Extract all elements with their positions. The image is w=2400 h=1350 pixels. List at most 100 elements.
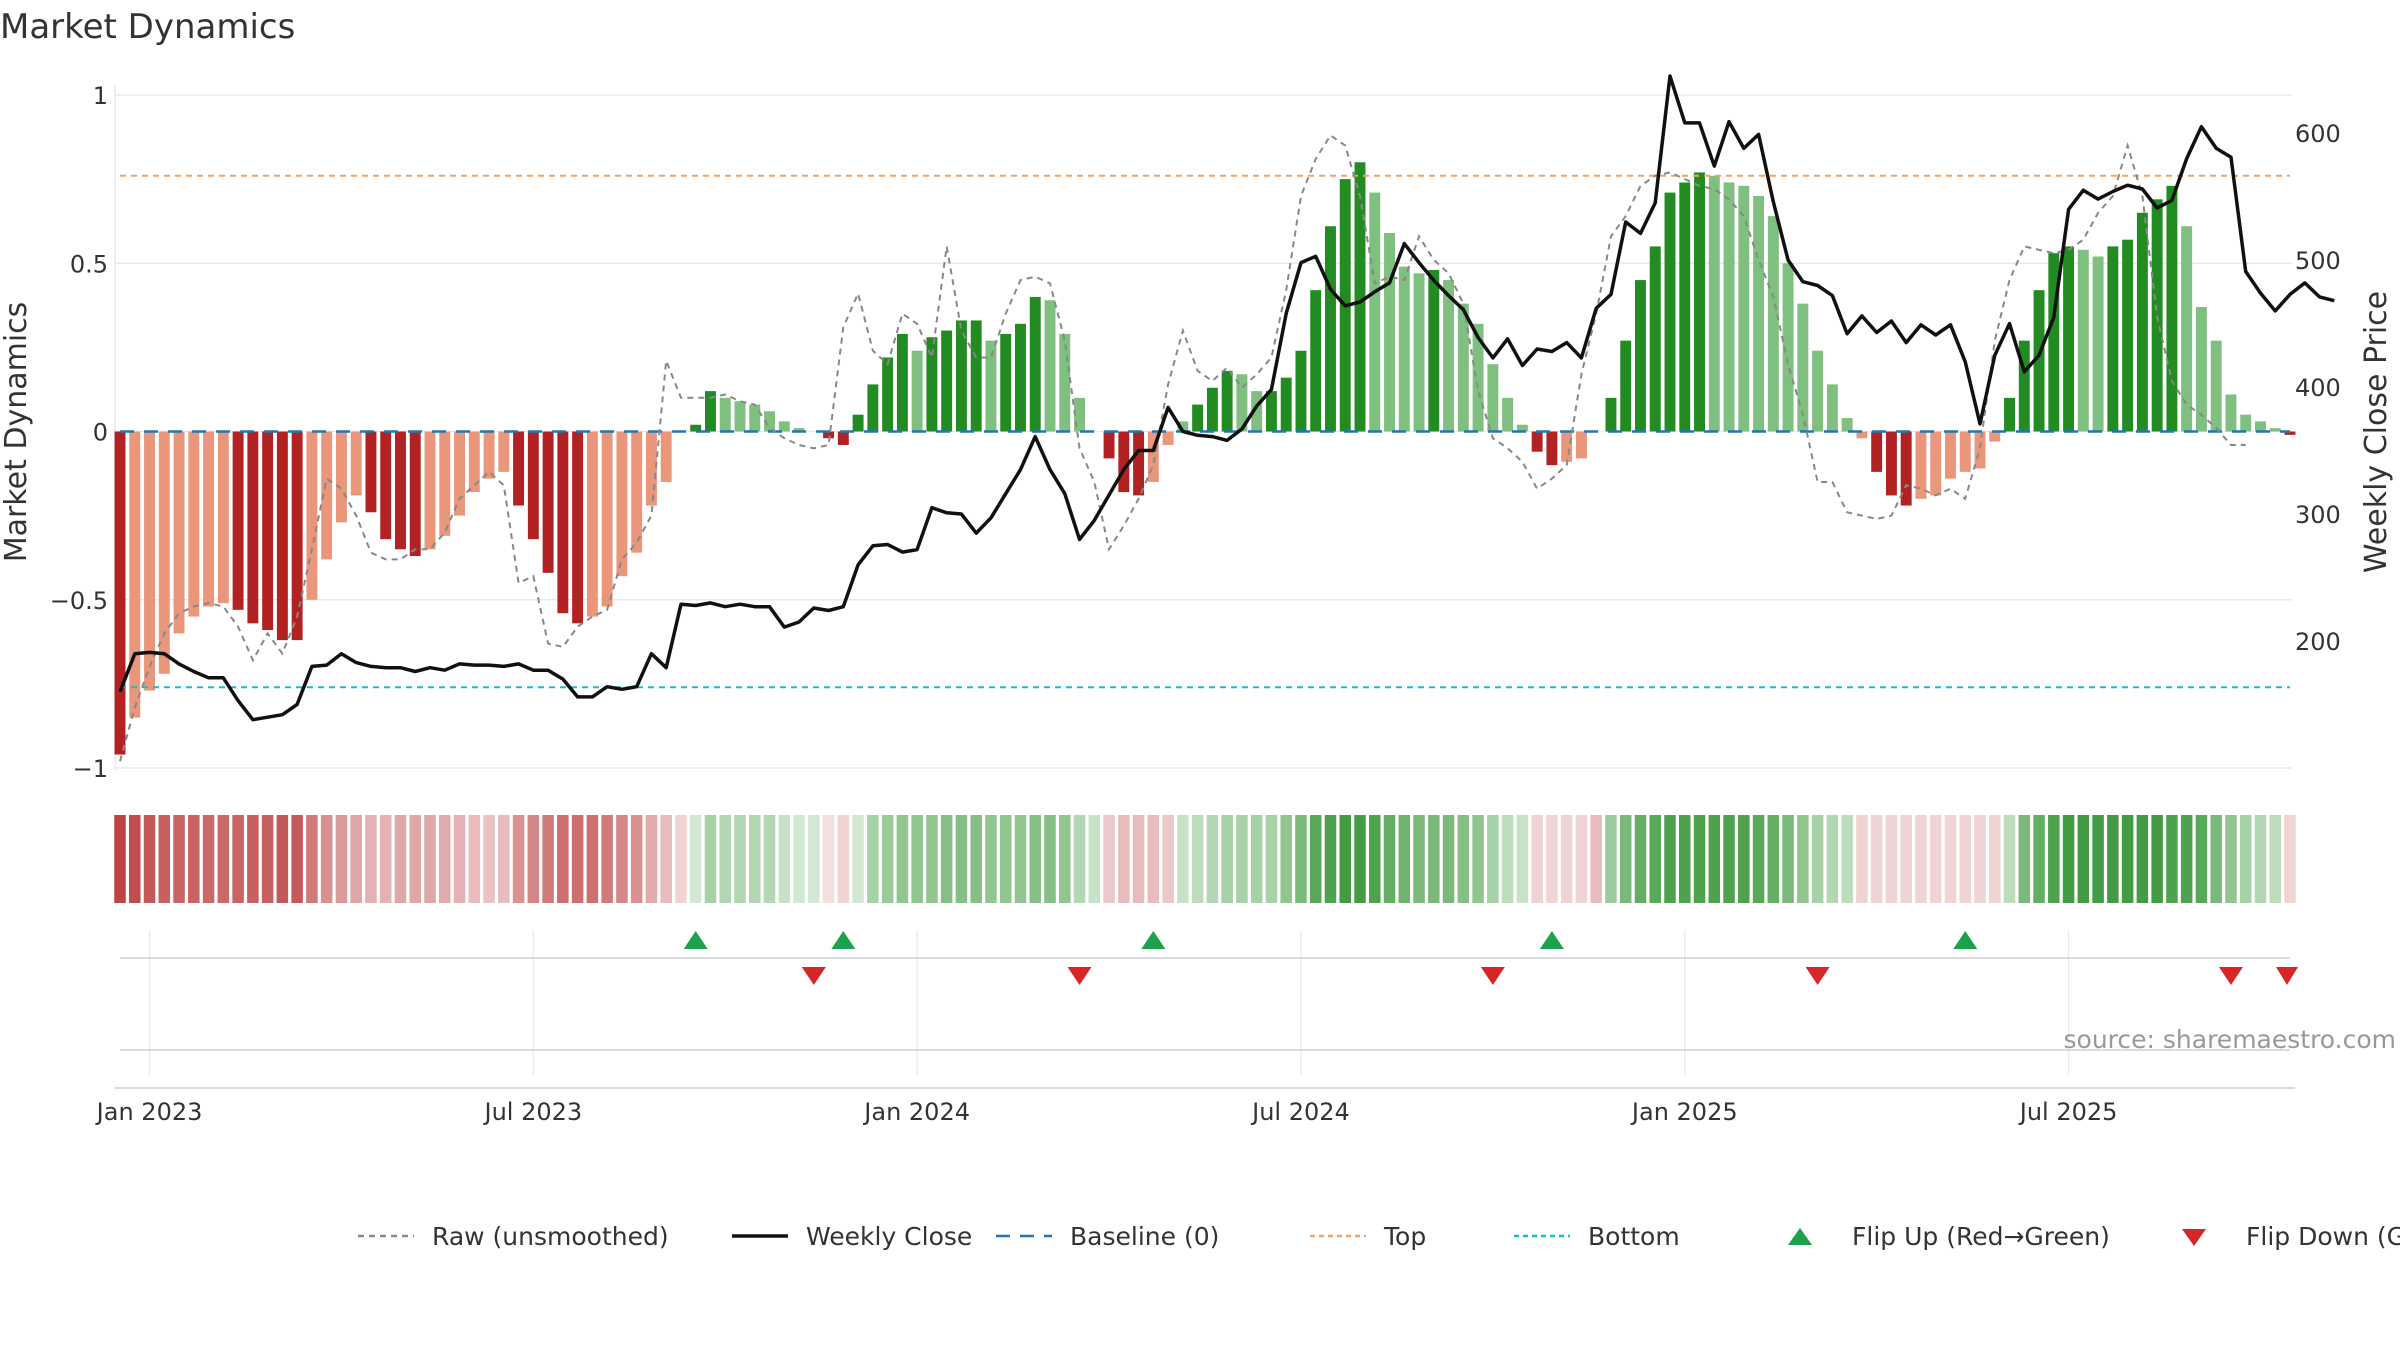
dynamics-bar	[1029, 296, 1041, 432]
intensity-cell	[630, 815, 643, 903]
dynamics-bar	[719, 397, 731, 432]
dynamics-bar	[1959, 431, 1971, 472]
flip-down-marker	[801, 967, 826, 985]
intensity-cell	[2018, 815, 2031, 903]
intensity-cell	[586, 815, 599, 903]
intensity-cell	[1531, 815, 1543, 903]
intensity-cell	[557, 815, 569, 903]
dynamics-bar	[1265, 391, 1277, 432]
intensity-cell	[719, 815, 731, 903]
dynamics-bar	[1413, 273, 1425, 432]
intensity-cell	[483, 815, 495, 903]
intensity-cell	[1250, 815, 1263, 903]
intensity-cell	[1280, 815, 1292, 903]
dynamics-bar	[690, 424, 702, 432]
dynamics-bar	[2151, 199, 2163, 432]
dynamics-bar	[1502, 397, 1514, 432]
intensity-cell	[247, 815, 259, 903]
intensity-cell	[1826, 815, 1839, 903]
dynamics-bar	[158, 431, 170, 674]
flip-down-marker	[2276, 967, 2298, 985]
intensity-cell	[320, 815, 333, 903]
dynamics-bar	[2018, 340, 2030, 432]
raw-series-line	[119, 133, 2246, 762]
dynamics-bar	[985, 340, 997, 432]
intensity-cell	[129, 815, 141, 903]
dynamics-bar	[129, 431, 141, 718]
intensity-cell	[822, 815, 835, 903]
intensity-cell	[1693, 815, 1706, 903]
y-tick-label: 1	[93, 82, 108, 110]
dynamics-bar	[2284, 431, 2296, 435]
intensity-cell	[1605, 815, 1617, 903]
dynamics-bar	[705, 391, 716, 432]
intensity-cell	[158, 815, 171, 903]
dynamics-bar	[1694, 172, 1705, 432]
intensity-cell	[217, 815, 230, 903]
dynamics-bar	[350, 431, 362, 496]
dynamics-bar	[1443, 280, 1455, 432]
dynamics-bar	[1605, 397, 1617, 432]
dynamics-bar	[2004, 397, 2015, 432]
y2-tick-label: 200	[2295, 628, 2341, 656]
dynamics-bar	[1885, 431, 1897, 496]
intensity-cell	[2003, 815, 2016, 903]
intensity-cell	[616, 815, 628, 903]
dynamics-bar	[2225, 394, 2237, 432]
dynamics-bar	[1812, 350, 1824, 432]
intensity-cell	[911, 815, 923, 903]
intensity-cell	[1132, 815, 1145, 903]
intensity-cell	[1900, 815, 1912, 903]
flip-up-marker	[1141, 931, 1166, 949]
intensity-cell	[1870, 815, 1883, 903]
dynamics-bar	[247, 431, 259, 624]
x-tick-label: Jul 2023	[482, 1098, 582, 1126]
legend-label: Bottom	[1588, 1222, 1680, 1251]
dynamics-bar	[1723, 182, 1735, 432]
flip-markers	[115, 931, 2298, 1089]
dynamics-bar	[1118, 431, 1130, 493]
dynamics-bar	[631, 431, 643, 553]
intensity-cell	[778, 815, 791, 903]
legend-item: Raw (unsmoothed)	[358, 1222, 669, 1251]
dynamics-bar	[572, 431, 584, 624]
intensity-cell	[1487, 815, 1499, 903]
intensity-cell	[1309, 815, 1322, 903]
dynamics-bar	[1635, 280, 1646, 432]
intensity-cell	[1752, 815, 1765, 903]
intensity-cell	[1959, 815, 1971, 903]
intensity-cell	[1014, 815, 1027, 903]
dynamics-bar	[2033, 290, 2045, 432]
intensity-cell	[2121, 815, 2134, 903]
intensity-cell	[2210, 815, 2222, 903]
dynamics-bar	[217, 431, 229, 604]
intensity-cell	[1339, 815, 1351, 903]
dynamics-bar	[1915, 431, 1927, 499]
dynamics-bar	[2195, 306, 2207, 432]
dynamics-bar	[173, 431, 185, 634]
dynamics-bar	[616, 431, 628, 577]
dynamics-bar	[232, 431, 244, 610]
legend-item: Bottom	[1514, 1222, 1680, 1251]
dynamics-bar	[1044, 300, 1056, 432]
intensity-cell	[985, 815, 997, 903]
dynamics-bar	[1059, 333, 1071, 432]
dynamics-bar	[1797, 303, 1809, 432]
legend-label: Top	[1383, 1222, 1426, 1251]
intensity-cell	[114, 815, 126, 903]
dynamics-bar	[203, 431, 215, 607]
intensity-cell	[1265, 815, 1278, 903]
intensity-cell	[1369, 815, 1381, 903]
intensity-cell	[424, 815, 436, 903]
chart-title: Market Dynamics	[0, 7, 295, 47]
dynamics-bar	[1708, 175, 1720, 432]
intensity-cell	[571, 815, 584, 903]
dynamics-bar	[439, 431, 451, 536]
flip-down-marker	[1480, 967, 1505, 985]
dynamics-bar	[498, 431, 510, 472]
intensity-cell	[1295, 815, 1307, 903]
intensity-cell	[1354, 815, 1366, 903]
intensity-cell	[276, 815, 289, 903]
dynamics-bar	[1295, 350, 1307, 432]
x-tick-label: Jul 2025	[2018, 1098, 2118, 1126]
